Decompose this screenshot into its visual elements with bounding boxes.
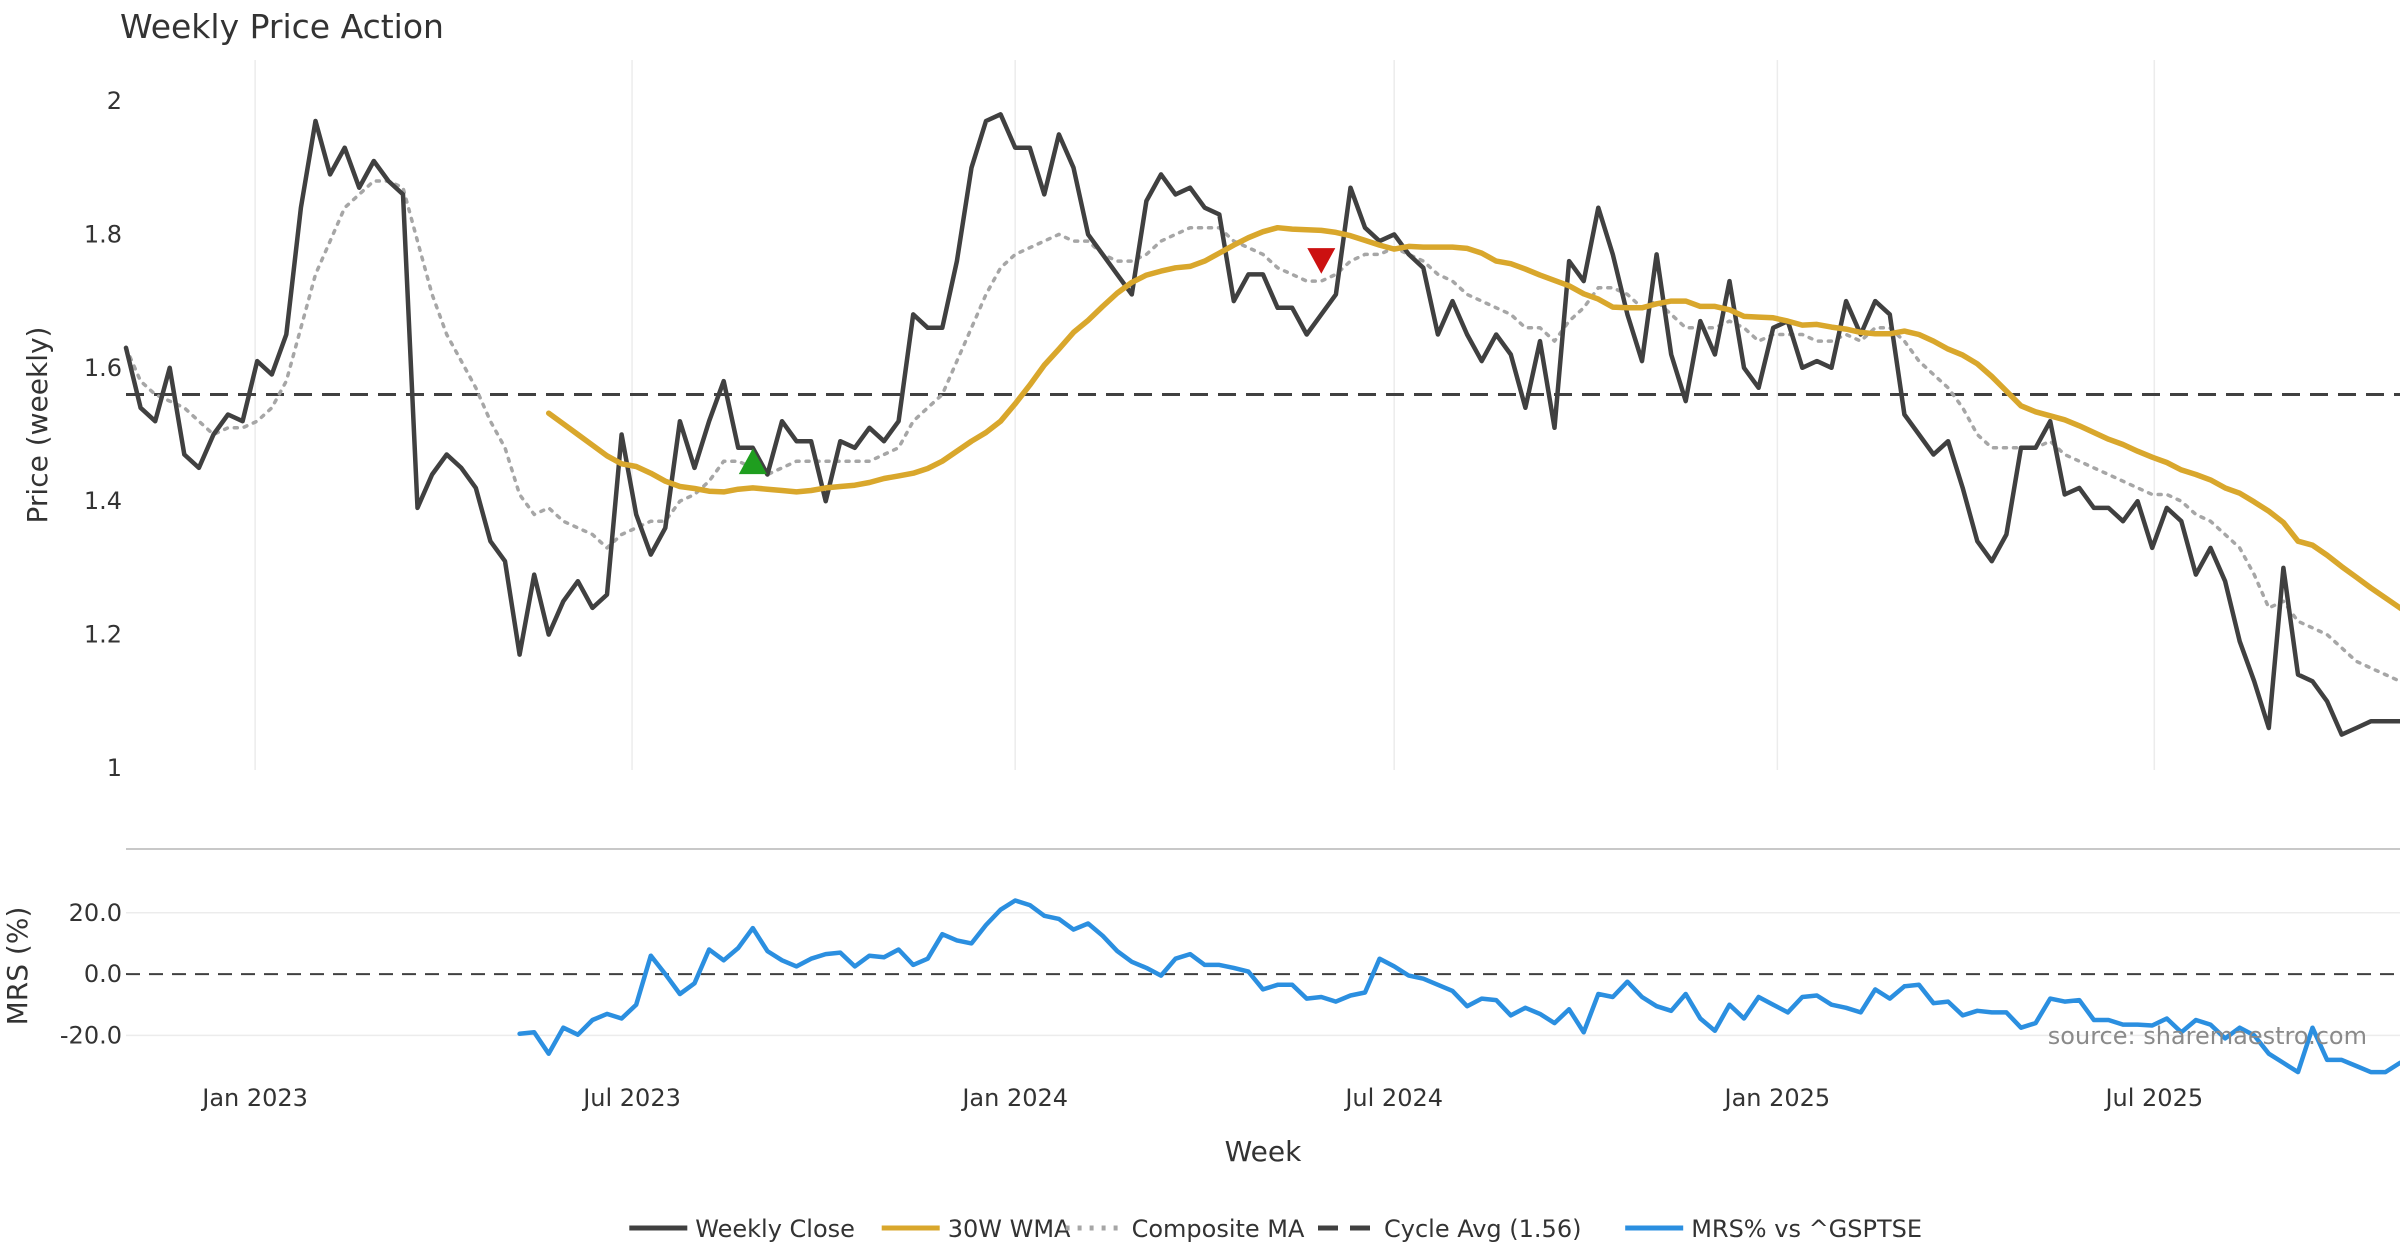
price-series-group [123,112,2400,737]
price-y-tick-label: 1 [107,754,122,782]
x-axis-label: Week [1225,1135,1302,1168]
source-note: source: sharemaestro.com [2048,1022,2367,1050]
x-axis-ticks: Jan 2023 Jul 2023 Jan 2024 Jul 2024 Jan 2025… [200,1084,2203,1112]
legend-label: MRS% vs ^GSPTSE [1691,1215,1922,1243]
mrs-y-tick-label: -20.0 [60,1021,122,1049]
price-y-tick-label: 1.8 [84,220,122,248]
price-y-ticks: 1 1.2 1.4 1.6 1.8 2 [84,87,122,782]
signal-markers [738,248,1336,475]
mrs-y-tick-label: 0.0 [84,960,122,988]
price-y-tick-label: 1.2 [84,621,122,649]
chart-legend: Weekly Close 30W WMA Composite MA Cycle Avg… [629,1215,1922,1243]
series-30w-wma [545,224,2400,612]
legend-label: Composite MA [1132,1215,1305,1243]
price-panel-grid [254,60,2156,770]
chart-title: Weekly Price Action [120,7,444,46]
x-tick-label: Jul 2025 [2103,1084,2203,1112]
legend-label: Cycle Avg (1.56) [1384,1215,1581,1243]
series-composite-ma [124,179,2400,684]
price-y-tick-label: 1.4 [84,487,122,515]
mrs-y-ticks: 20.0 0.0 -20.0 [60,899,122,1050]
x-tick-label: Jul 2024 [1343,1084,1443,1112]
mrs-y-axis-label: MRS (%) [1,907,34,1026]
mrs-y-tick-label: 20.0 [69,899,122,927]
buy-signal-marker [738,448,767,475]
legend-label: 30W WMA [948,1215,1071,1243]
x-tick-label: Jul 2023 [581,1084,681,1112]
x-tick-label: Jan 2025 [1723,1084,1831,1112]
series-weekly-close [123,112,2400,737]
price-y-tick-label: 2 [107,87,122,115]
mrs-series-group [517,898,2400,1075]
legend-label: Weekly Close [695,1215,855,1243]
x-tick-label: Jan 2023 [200,1084,308,1112]
x-tick-label: Jan 2024 [960,1084,1068,1112]
price-y-tick-label: 1.6 [84,354,122,382]
price-y-axis-label: Price (weekly) [21,327,54,524]
sell-signal-marker [1307,248,1336,274]
series-mrs [517,898,2400,1075]
mrs-panel-grid [126,912,2400,1037]
